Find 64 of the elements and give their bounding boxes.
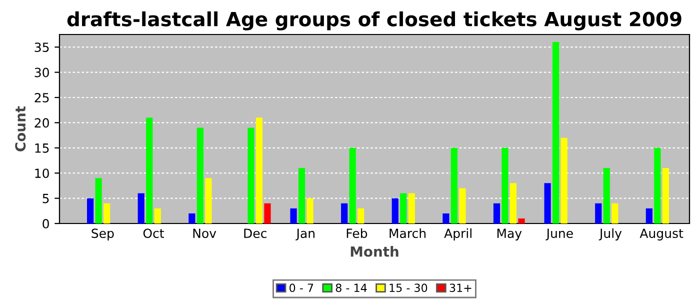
x-tick-label: July: [598, 228, 622, 240]
bar: [646, 208, 652, 224]
bar: [408, 193, 415, 224]
bar: [248, 128, 254, 224]
bar: [459, 188, 466, 224]
x-tick-label: Nov: [193, 228, 216, 238]
y-tick-label: 20: [34, 118, 49, 128]
bar: [510, 183, 517, 224]
bar: [450, 148, 458, 224]
bar: [654, 148, 661, 224]
bar: [392, 198, 398, 224]
bar: [442, 213, 450, 224]
y-tick-label: 0: [42, 218, 49, 228]
bar: [87, 198, 94, 224]
bar: [95, 178, 102, 224]
legend-label: 31+: [450, 284, 472, 292]
legend-label: 15 - 30: [390, 284, 428, 292]
bar: [518, 218, 525, 224]
bar: [544, 183, 551, 224]
bar: [662, 168, 669, 224]
bar: [349, 148, 356, 224]
legend-label: 8 - 14: [336, 284, 367, 292]
bar: [595, 203, 602, 224]
x-tick-label: Sep: [92, 228, 114, 240]
bar: [341, 203, 348, 224]
bar: [552, 42, 560, 224]
bar: [256, 118, 263, 224]
x-tick-label: May: [497, 228, 522, 240]
y-tick-label: 10: [35, 168, 49, 178]
x-tick-label: August: [640, 228, 684, 240]
x-tick-label: March: [390, 228, 426, 238]
x-tick-label: April: [444, 228, 472, 240]
y-tick-label: 30: [34, 68, 49, 78]
bar: [205, 178, 212, 224]
bar: [196, 128, 204, 224]
bar: [493, 203, 500, 224]
x-tick-label: Oct: [143, 228, 164, 238]
x-tick-label: Feb: [346, 228, 368, 238]
bar: [358, 208, 364, 224]
x-tick-label: Dec: [244, 228, 266, 238]
x-tick-label: Jan: [296, 228, 314, 240]
bar: [290, 208, 297, 224]
chart-title: drafts-lastcall Age groups of closed tickets August 2009: [67, 11, 682, 30]
x-tick-label: June: [546, 228, 573, 240]
bar: [154, 208, 161, 224]
bar: [612, 203, 618, 224]
bar: [138, 193, 144, 224]
bar: [104, 203, 110, 224]
bar: [146, 118, 153, 224]
legend-label: 0 - 7: [290, 284, 314, 292]
bar: [400, 193, 407, 224]
y-tick-label: 25: [34, 92, 49, 102]
bar: [502, 148, 508, 224]
bar: [298, 168, 306, 224]
bar: [264, 203, 271, 224]
bar: [603, 168, 610, 224]
bar: [306, 198, 314, 224]
y-tick-label: 35: [34, 42, 49, 52]
bar: [188, 213, 196, 224]
bar: [560, 138, 568, 224]
y-tick-label: 5: [42, 194, 49, 204]
y-axis-title: Count: [15, 106, 26, 152]
x-axis-title: Month: [350, 246, 398, 257]
y-tick-label: 15: [35, 144, 49, 153]
